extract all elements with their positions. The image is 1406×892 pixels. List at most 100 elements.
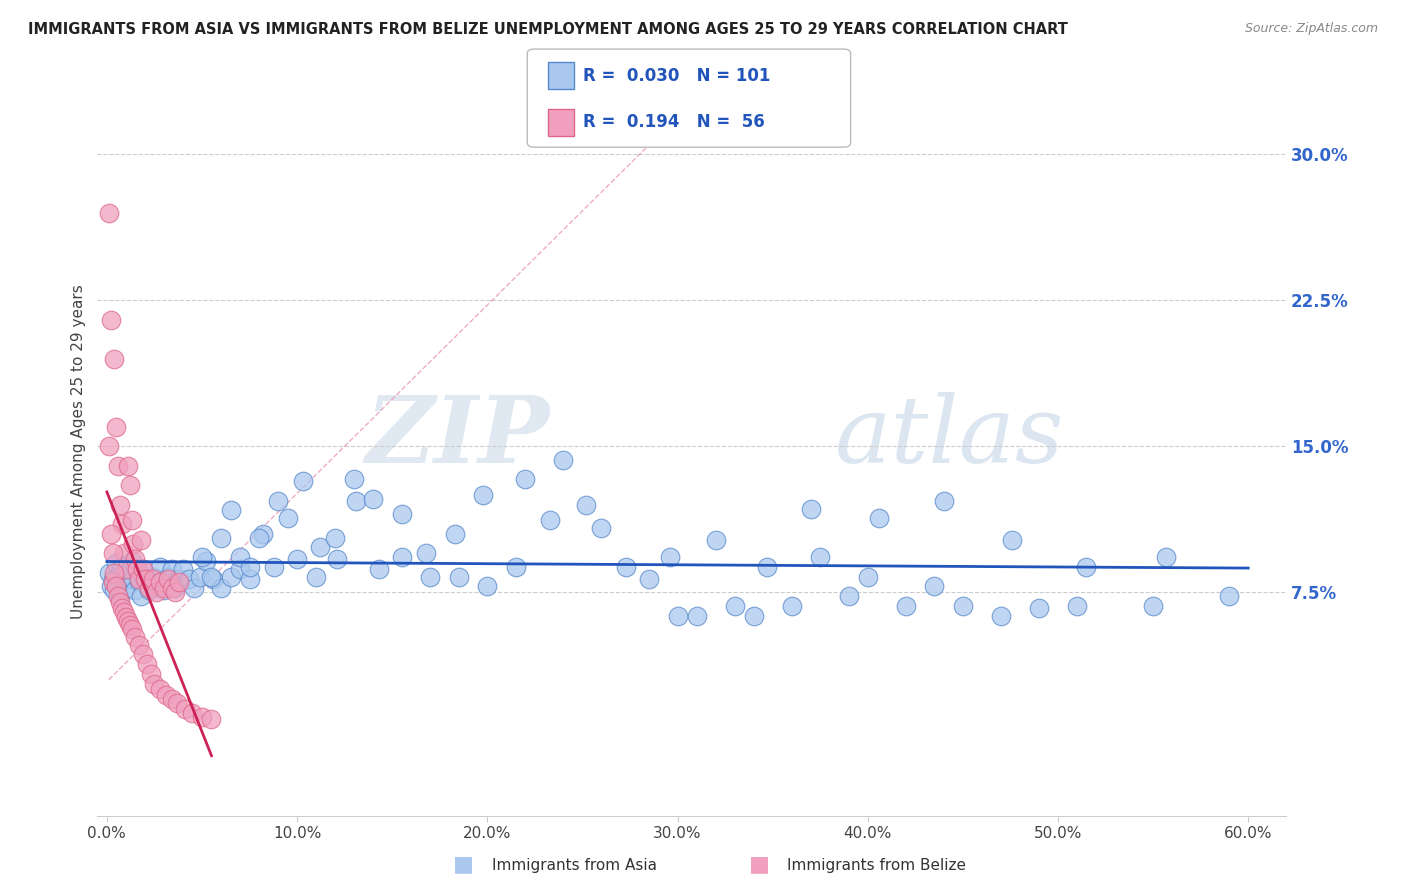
Point xyxy=(285,552,308,566)
Point xyxy=(127,562,149,576)
Point xyxy=(367,562,389,576)
Point xyxy=(800,501,823,516)
Point xyxy=(444,526,467,541)
Point xyxy=(575,498,598,512)
Point xyxy=(108,595,131,609)
Point xyxy=(101,575,124,590)
Text: ZIP: ZIP xyxy=(366,392,550,482)
Point xyxy=(153,582,176,596)
Point xyxy=(100,579,122,593)
Point xyxy=(124,630,146,644)
Point xyxy=(132,562,155,576)
Point xyxy=(145,577,167,591)
Point xyxy=(117,569,139,583)
Point xyxy=(124,552,146,566)
Point xyxy=(291,475,314,489)
Point xyxy=(808,550,831,565)
Point xyxy=(391,550,413,565)
Point xyxy=(160,582,183,596)
Point xyxy=(101,572,124,586)
Point xyxy=(112,605,135,619)
Point xyxy=(704,533,727,547)
Point xyxy=(122,572,145,586)
Point xyxy=(112,574,135,588)
Point xyxy=(200,712,222,726)
Point xyxy=(97,206,120,220)
Point xyxy=(111,560,134,574)
Point xyxy=(344,493,367,508)
Point xyxy=(238,560,260,574)
Point xyxy=(118,562,141,576)
Point xyxy=(415,546,437,560)
Point xyxy=(419,569,441,583)
Point xyxy=(132,648,155,662)
Point xyxy=(101,546,124,560)
Point xyxy=(505,560,527,574)
Point xyxy=(112,546,135,560)
Point xyxy=(165,582,187,596)
Point xyxy=(107,458,129,473)
Point xyxy=(129,589,152,603)
Text: IMMIGRANTS FROM ASIA VS IMMIGRANTS FROM BELIZE UNEMPLOYMENT AMONG AGES 25 TO 29 : IMMIGRANTS FROM ASIA VS IMMIGRANTS FROM … xyxy=(28,22,1069,37)
Point xyxy=(135,657,157,672)
Point xyxy=(118,478,141,492)
Point xyxy=(538,513,561,527)
Point xyxy=(614,560,637,574)
Point xyxy=(129,533,152,547)
Point xyxy=(1218,589,1240,603)
Point xyxy=(103,566,125,580)
Point xyxy=(188,569,211,583)
Point xyxy=(108,591,131,605)
Point xyxy=(121,554,143,568)
Point xyxy=(105,579,128,593)
Point xyxy=(202,572,225,586)
Point xyxy=(742,608,765,623)
Point xyxy=(277,511,299,525)
Point xyxy=(118,618,141,632)
Point xyxy=(1076,560,1098,574)
Point xyxy=(97,439,120,453)
Point xyxy=(209,531,232,545)
Point xyxy=(153,583,176,598)
Point xyxy=(160,692,183,706)
Point xyxy=(107,569,129,583)
Point xyxy=(97,566,120,580)
Point xyxy=(177,572,200,586)
Point xyxy=(149,575,172,590)
Point xyxy=(229,550,252,565)
Text: Immigrants from Asia: Immigrants from Asia xyxy=(492,858,657,872)
Point xyxy=(838,589,860,603)
Point xyxy=(515,472,537,486)
Point xyxy=(1142,599,1164,613)
Point xyxy=(141,569,163,583)
Point xyxy=(127,564,149,578)
Point xyxy=(1156,550,1178,565)
Point xyxy=(723,599,745,613)
Point xyxy=(139,666,162,681)
Point xyxy=(252,526,274,541)
Text: atlas: atlas xyxy=(834,392,1064,482)
Point xyxy=(122,536,145,550)
Point xyxy=(638,572,661,586)
Point xyxy=(124,583,146,598)
Point xyxy=(117,458,139,473)
Point xyxy=(115,562,138,576)
Point xyxy=(868,511,890,525)
Point xyxy=(894,599,917,613)
Point xyxy=(343,472,366,486)
Point xyxy=(167,575,190,590)
Point xyxy=(156,569,179,583)
Point xyxy=(477,579,499,593)
Point xyxy=(134,572,156,586)
Point xyxy=(1001,533,1024,547)
Point xyxy=(138,582,160,596)
Point xyxy=(219,569,242,583)
Point xyxy=(219,503,242,517)
Point xyxy=(309,541,332,555)
Point xyxy=(141,572,163,586)
Point xyxy=(155,688,177,702)
Text: R =  0.194   N =  56: R = 0.194 N = 56 xyxy=(583,113,765,131)
Point xyxy=(105,419,128,434)
Point xyxy=(267,493,290,508)
Point xyxy=(121,622,143,636)
